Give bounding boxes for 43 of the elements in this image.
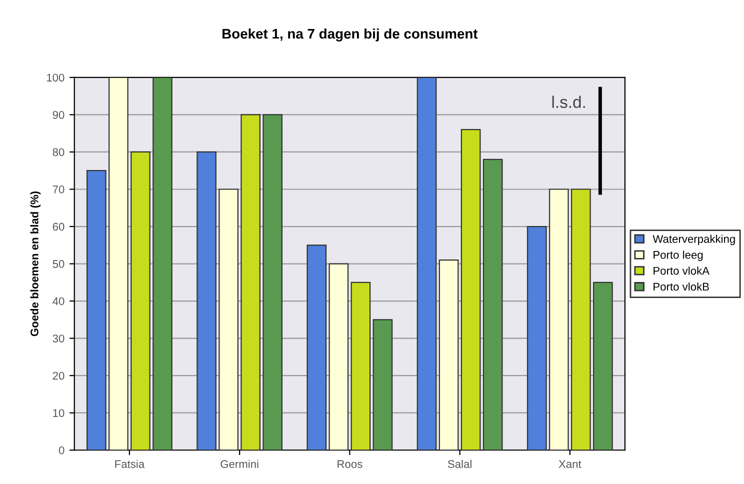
bar	[152, 77, 172, 450]
legend-label: Waterverpakking	[652, 234, 735, 246]
y-tick-label: 60	[52, 222, 64, 231]
x-tick-label: Fatsia	[115, 460, 145, 468]
bar	[416, 77, 437, 450]
legend-label: Porto vlokB	[654, 282, 709, 291]
x-tick-label: Germini	[220, 460, 258, 468]
y-tick-label: 80	[52, 148, 64, 156]
y-tick-label: 10	[53, 409, 64, 417]
legend-label: Porto vlokA	[654, 266, 710, 275]
y-tick-label: 20	[52, 372, 64, 380]
annotation: l.s.d.	[552, 96, 585, 108]
y-tick-label: 100	[46, 74, 64, 82]
y-tick-label: 50	[52, 260, 64, 268]
y-tick-label: 40	[52, 297, 64, 306]
bar	[460, 129, 481, 450]
x-tick-label: Salal	[448, 460, 472, 468]
x-tick-label: Xant	[558, 460, 582, 468]
chart-title: Boeket 1, na 7 dagen bij de consument	[222, 28, 478, 42]
y-tick-label: 0	[58, 446, 64, 454]
x-tick-label: Roos	[338, 460, 362, 468]
bar	[548, 188, 569, 450]
bar	[328, 263, 349, 450]
bar	[240, 114, 260, 450]
bar	[86, 170, 106, 450]
bar	[306, 244, 327, 450]
bar	[372, 319, 393, 450]
bar	[130, 151, 150, 450]
y-axis-title: Goede bloemen en blad (%)	[30, 191, 41, 336]
bar	[196, 151, 216, 450]
bar	[526, 226, 547, 450]
bar	[593, 282, 613, 450]
legend-label: Porto leeg	[654, 250, 703, 261]
bar	[218, 188, 238, 450]
y-tick-label: 70	[52, 186, 64, 194]
y-tick-label: 30	[52, 334, 64, 342]
bar	[571, 188, 591, 450]
y-tick-label: 90	[52, 110, 64, 119]
bar	[438, 260, 459, 450]
bar	[350, 282, 371, 450]
bar	[108, 77, 128, 450]
bar	[262, 114, 283, 450]
bar	[482, 158, 503, 450]
